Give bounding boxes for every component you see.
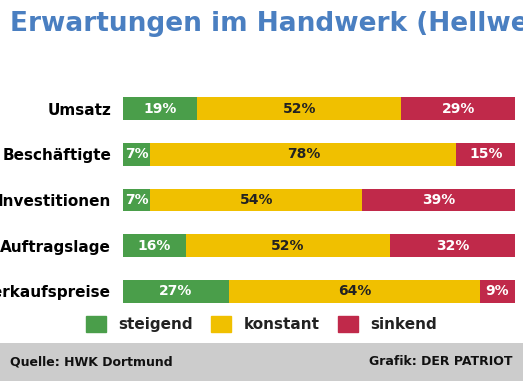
Text: 78%: 78% xyxy=(287,147,320,161)
Bar xyxy=(229,280,480,303)
Text: 7%: 7% xyxy=(125,193,149,207)
Text: 52%: 52% xyxy=(282,102,316,115)
Bar xyxy=(123,280,229,303)
Bar xyxy=(123,234,186,257)
Text: 9%: 9% xyxy=(486,285,509,298)
Text: 32%: 32% xyxy=(436,239,469,253)
Text: 16%: 16% xyxy=(138,239,171,253)
Bar xyxy=(456,143,515,166)
Bar xyxy=(151,143,456,166)
Text: 29%: 29% xyxy=(441,102,475,115)
Bar xyxy=(402,97,515,120)
Text: Quelle: HWK Dortmund: Quelle: HWK Dortmund xyxy=(10,355,173,368)
Bar xyxy=(362,189,515,211)
Bar xyxy=(151,189,362,211)
Bar xyxy=(123,189,151,211)
Text: Erwartungen im Handwerk (Hellweg): Erwartungen im Handwerk (Hellweg) xyxy=(10,11,523,37)
Text: 39%: 39% xyxy=(422,193,456,207)
Bar xyxy=(480,280,515,303)
Bar xyxy=(186,234,390,257)
Text: 52%: 52% xyxy=(271,239,304,253)
Text: 19%: 19% xyxy=(143,102,177,115)
Legend: steigend, konstant, sinkend: steigend, konstant, sinkend xyxy=(86,315,437,332)
Text: 54%: 54% xyxy=(240,193,273,207)
Text: 27%: 27% xyxy=(159,285,192,298)
Bar xyxy=(123,143,151,166)
Bar xyxy=(198,97,402,120)
Text: Grafik: DER PATRIOT: Grafik: DER PATRIOT xyxy=(369,355,513,368)
Bar xyxy=(390,234,515,257)
Text: 64%: 64% xyxy=(338,285,371,298)
Text: 7%: 7% xyxy=(125,147,149,161)
Bar xyxy=(123,97,198,120)
Text: 15%: 15% xyxy=(469,147,503,161)
